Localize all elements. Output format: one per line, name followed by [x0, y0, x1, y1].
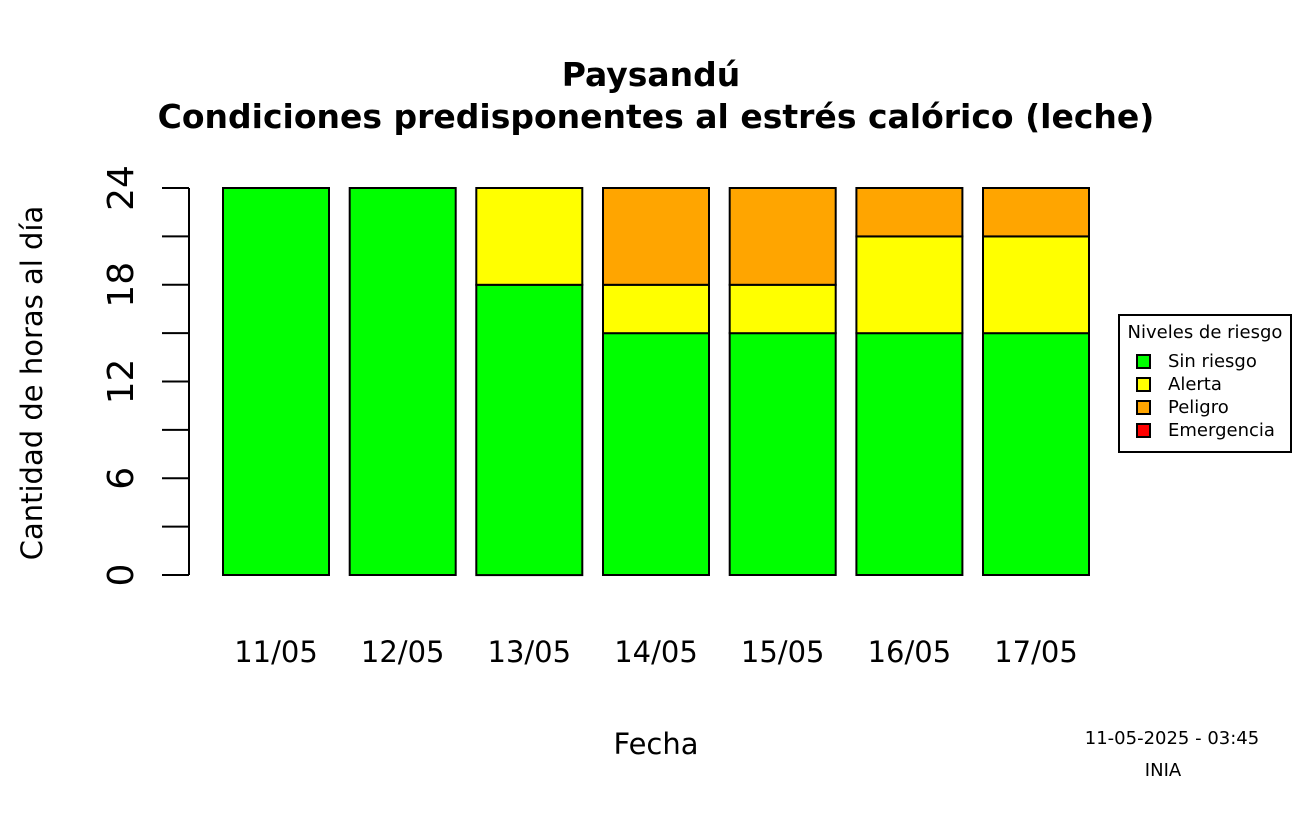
bar-12-05-sin-riesgo [348, 187, 457, 576]
bar-15-05-peligro [728, 187, 837, 286]
y-tick-label: 0 [101, 564, 142, 587]
legend-swatch [1136, 400, 1151, 415]
bar-16-05-sin-riesgo [855, 332, 964, 576]
bar-13-05-sin-riesgo [475, 283, 584, 577]
x-tick-label: 15/05 [741, 635, 825, 669]
chart-title: Paysandú [562, 55, 741, 94]
bar-14-05-alerta [602, 283, 710, 335]
bar-11-05-sin-riesgo [222, 187, 330, 576]
chart-subtitle: Condiciones predisponentes al estrés cal… [158, 97, 1155, 136]
y-tick-label: 12 [101, 359, 142, 405]
legend-label: Alerta [1168, 374, 1222, 395]
legend-box [1118, 314, 1292, 453]
bar-16-05-alerta [855, 235, 964, 335]
x-tick-label: 11/05 [234, 635, 318, 669]
footer-source: INIA [1145, 760, 1182, 781]
legend-title: Niveles de riesgo [1128, 322, 1283, 343]
bar-16-05-peligro [855, 187, 964, 238]
legend-swatch [1136, 423, 1151, 438]
x-tick-label: 16/05 [868, 635, 952, 669]
x-tick-label: 14/05 [614, 635, 698, 669]
footer-timestamp: 11-05-2025 - 03:45 [1085, 728, 1259, 749]
bar-17-05-sin-riesgo [982, 332, 1090, 576]
x-axis-ticks: 11/05 12/05 13/05 14/05 15/05 16/05 17/05 [234, 635, 1078, 669]
y-tick-label: 24 [101, 165, 142, 211]
legend-label: Sin riesgo [1168, 351, 1257, 372]
bar-14-05-peligro [602, 187, 710, 286]
bar-15-05-alerta [728, 283, 837, 335]
bar-17-05-alerta [982, 235, 1090, 335]
y-axis: 0 6 12 18 24 [101, 165, 190, 587]
legend-label: Peligro [1168, 397, 1229, 418]
legend-swatch [1136, 354, 1151, 369]
legend: Niveles de riesgo Sin riesgoAlertaPeligr… [1118, 314, 1292, 453]
x-axis-label: Fecha [613, 727, 698, 761]
bar-14-05-sin-riesgo [602, 332, 710, 576]
bar-13-05-alerta [475, 187, 584, 286]
x-tick-label: 17/05 [994, 635, 1078, 669]
y-tick-label: 18 [101, 262, 142, 308]
y-axis-label: Cantidad de horas al día [15, 206, 49, 561]
bar-15-05-sin-riesgo [728, 332, 837, 576]
bars-group [222, 187, 1090, 577]
x-tick-label: 12/05 [361, 635, 445, 669]
bar-17-05-peligro [982, 187, 1090, 238]
y-tick-label: 6 [101, 467, 142, 490]
x-tick-label: 13/05 [488, 635, 572, 669]
legend-swatch [1136, 377, 1151, 392]
legend-label: Emergencia [1168, 420, 1275, 441]
